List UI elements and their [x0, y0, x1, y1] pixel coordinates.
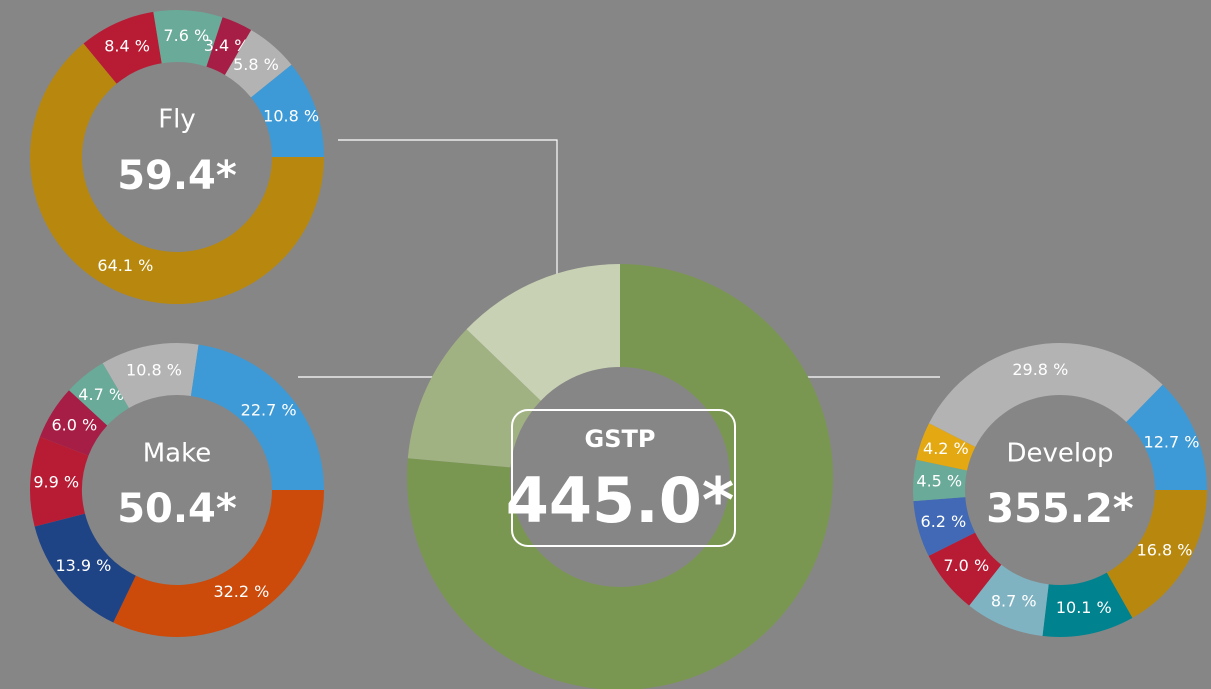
donut-slice — [407, 264, 833, 689]
donut-slice — [113, 490, 325, 637]
slice-label: 6.2 % — [921, 512, 967, 531]
donut-title: Make — [143, 439, 212, 469]
slice-label: 4.5 % — [916, 472, 962, 491]
donut-slice — [206, 17, 252, 75]
slice-label: 4.2 % — [923, 439, 969, 458]
slice-label: 7.0 % — [943, 556, 989, 575]
donut-slice — [929, 342, 1163, 447]
slice-label: 29.8 % — [1012, 360, 1068, 379]
donut-slice — [928, 532, 1002, 606]
donut-slice — [34, 513, 136, 623]
slice-label: 6.0 % — [51, 415, 97, 434]
donut-total: 59.4* — [117, 153, 237, 199]
slice-label: 10.8 % — [126, 361, 182, 380]
donut-slice — [1106, 490, 1207, 618]
donut-slice — [190, 344, 324, 490]
donut-title: Fly — [158, 105, 196, 135]
donut-slice — [969, 564, 1049, 636]
slice-label: 32.2 % — [213, 582, 269, 601]
slice-label: 8.4 % — [104, 36, 150, 55]
donut-slice — [69, 363, 129, 426]
donut-slice — [224, 30, 292, 98]
slice-label: 4.7 % — [78, 385, 124, 404]
donut-slice — [916, 423, 976, 471]
donut-total: 50.4* — [117, 486, 237, 532]
slice-label: 16.8 % — [1137, 540, 1193, 559]
donut-total: 355.2* — [986, 486, 1134, 532]
donut-slice — [153, 10, 223, 67]
slice-label: 8.7 % — [991, 591, 1037, 610]
donut-slice — [83, 11, 162, 84]
donut-slice — [1126, 384, 1207, 490]
slice-label: 64.1 % — [97, 256, 153, 275]
donut-slice — [39, 390, 108, 456]
slice-label: 13.9 % — [55, 556, 111, 575]
donut-slice — [1042, 572, 1133, 637]
slice-label: 7.6 % — [163, 26, 209, 45]
donut-slice — [29, 43, 324, 304]
donut-slice — [913, 459, 968, 502]
donut-slice — [913, 497, 976, 556]
donut-slice — [466, 264, 620, 401]
donut-title: Develop — [1006, 439, 1113, 469]
donut-slice — [250, 64, 324, 157]
slice-label: 12.7 % — [1144, 432, 1200, 451]
donut-slice — [407, 329, 541, 468]
total-box — [511, 409, 736, 547]
donut-slice — [30, 436, 89, 527]
slice-label: 10.1 % — [1056, 598, 1112, 617]
connector — [338, 139, 558, 298]
slice-label: 5.8 % — [233, 55, 279, 74]
slice-label: 10.8 % — [263, 106, 319, 125]
donut-total: 445.0* — [506, 464, 735, 537]
slice-label: 9.9 % — [33, 472, 79, 491]
slice-label: 22.7 % — [241, 400, 297, 419]
donut-slice — [102, 342, 199, 409]
slice-label: 3.4 % — [204, 36, 250, 55]
donut-title: GSTP — [585, 425, 656, 453]
